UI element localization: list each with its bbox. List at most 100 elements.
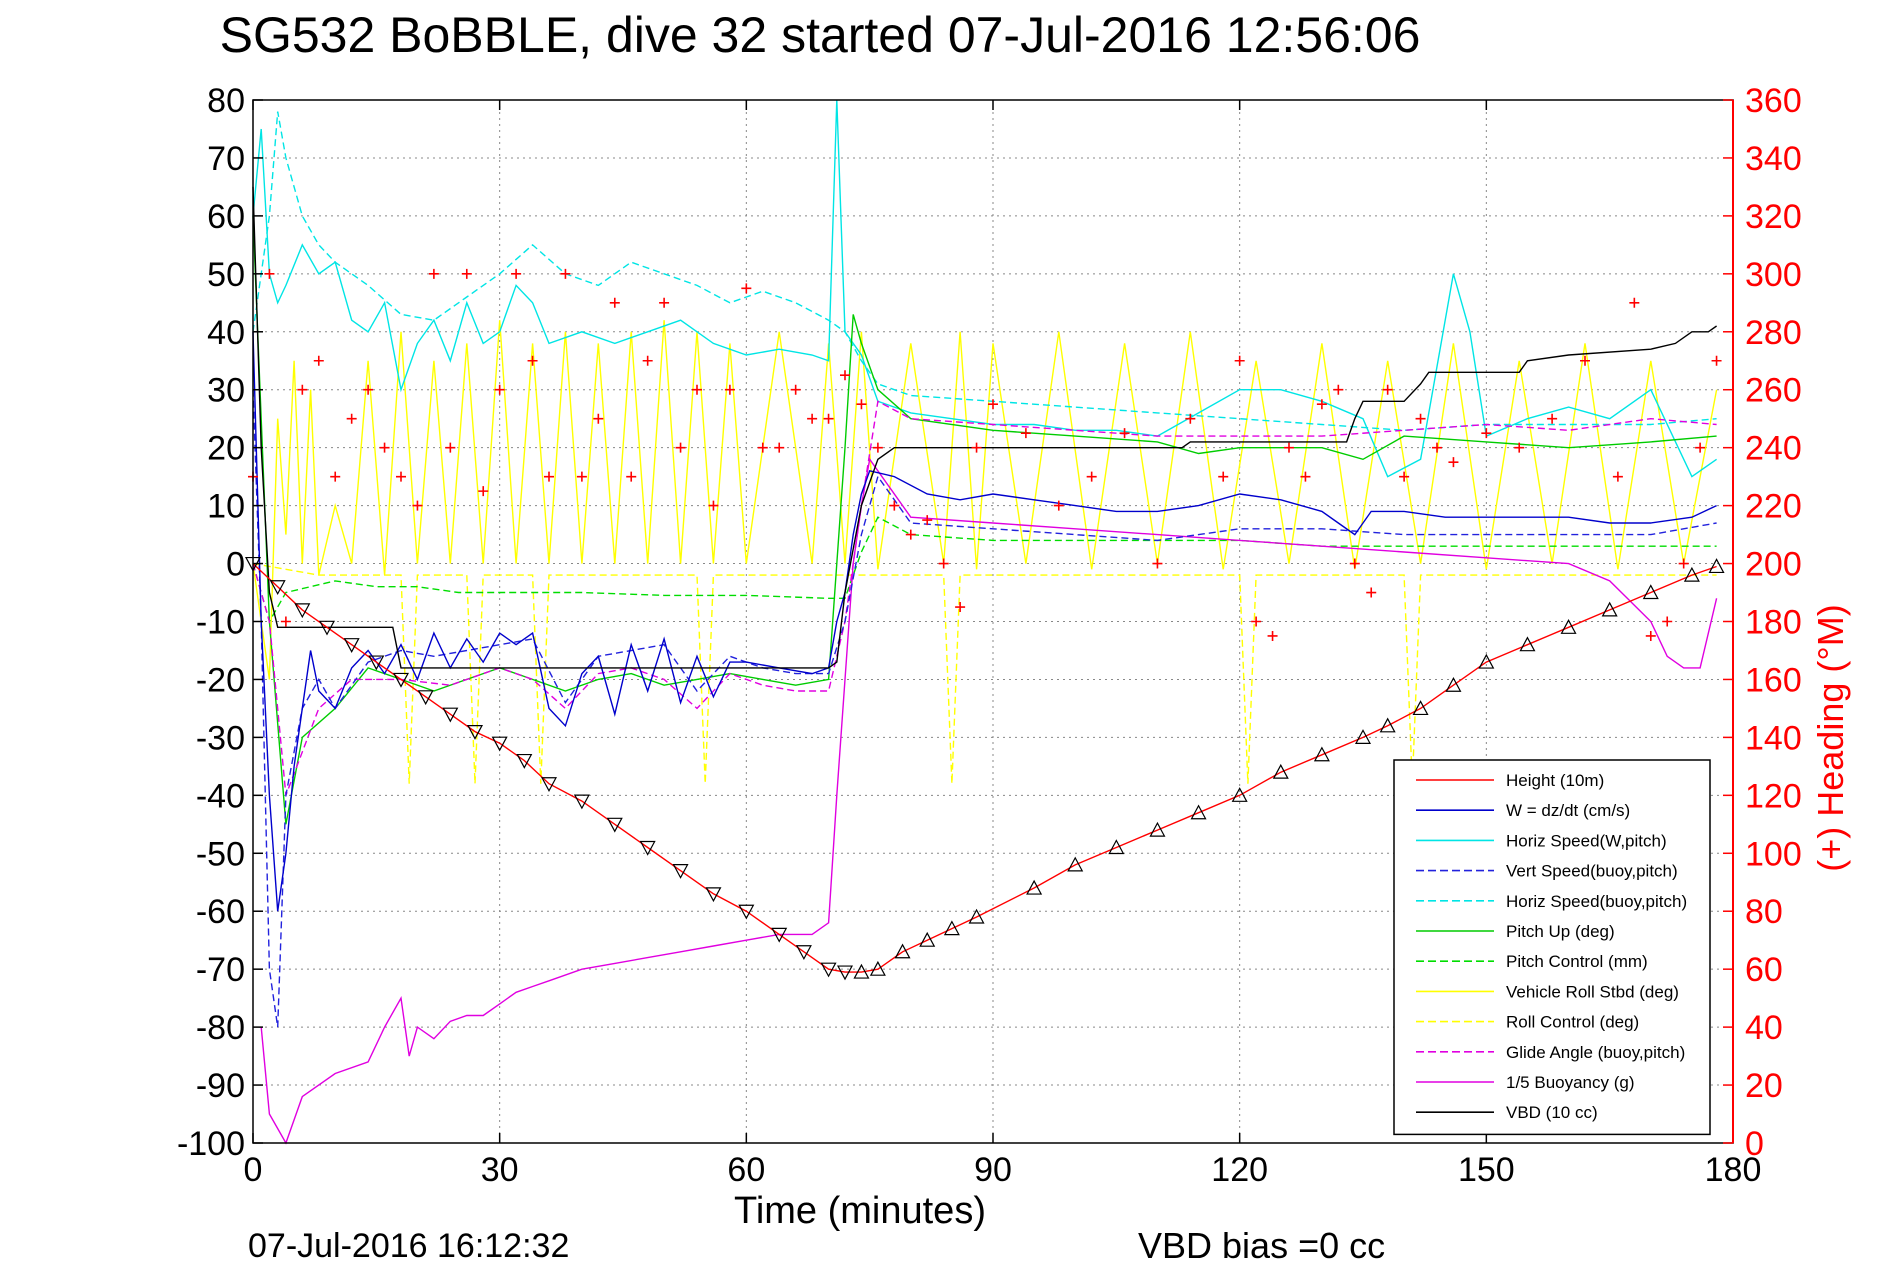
height-marker-18 — [738, 904, 755, 920]
y-tick-label-left-7: 10 — [207, 488, 245, 526]
series-3 — [252, 389, 1717, 1028]
heading-marker-53 — [1234, 355, 1245, 366]
height-marker-20 — [795, 945, 812, 961]
heading-marker-38 — [872, 442, 883, 453]
heading-marker-65 — [1432, 442, 1442, 453]
height-marker-5 — [368, 655, 385, 671]
x-tick-label-0: 0 — [244, 1151, 263, 1189]
height-marker-39 — [1412, 700, 1429, 716]
y-tick-label-left-6: 20 — [207, 430, 245, 468]
heading-marker-49 — [1119, 428, 1130, 439]
heading-marker-56 — [1284, 442, 1294, 453]
y-tick-label-left-11: -30 — [196, 719, 245, 757]
legend-label-3: Vert Speed(buoy,pitch) — [1506, 862, 1678, 881]
y-axis-label-right: (+) Heading (°M) — [1810, 604, 1851, 871]
legend-label-10: 1/5 Buoyancy (g) — [1506, 1073, 1635, 1092]
heading-marker-71 — [1612, 471, 1623, 482]
heading-marker-52 — [1218, 471, 1229, 482]
y-tick-label-left-4: 40 — [207, 314, 245, 352]
heading-marker-62 — [1382, 384, 1393, 395]
y-tick-label-right-9: 180 — [1745, 604, 1802, 642]
heading-marker-46 — [1020, 428, 1031, 439]
y-tick-label-right-3: 300 — [1745, 256, 1802, 294]
x-tick-label-3: 90 — [974, 1151, 1012, 1189]
footer-timestamp: 07-Jul-2016 16:12:32 — [248, 1227, 569, 1262]
heading-marker-67 — [1481, 428, 1492, 439]
heading-marker-30 — [741, 283, 752, 294]
height-marker-31 — [1108, 839, 1125, 855]
heading-marker-21 — [593, 413, 604, 424]
y-tick-label-left-18: -100 — [177, 1125, 245, 1163]
heading-marker-4 — [313, 355, 324, 366]
heading-marker-26 — [675, 442, 686, 453]
series-5 — [252, 215, 1717, 825]
series-10 — [260, 457, 1718, 1145]
height-marker-40 — [1445, 676, 1462, 692]
heading-marker-37 — [856, 399, 867, 410]
y-tick-label-left-0: 80 — [207, 82, 245, 120]
height-marker-38 — [1379, 717, 1396, 733]
legend-label-0: Height (10m) — [1506, 771, 1604, 790]
heading-marker-33 — [790, 384, 801, 395]
legend-label-8: Roll Control (deg) — [1506, 1013, 1639, 1032]
height-marker-26 — [919, 931, 936, 947]
heading-marker-55 — [1267, 630, 1278, 641]
y-tick-label-right-15: 60 — [1745, 951, 1783, 989]
series-2 — [252, 99, 1718, 478]
heading-marker-28 — [708, 500, 719, 511]
legend-label-6: Pitch Control (mm) — [1506, 952, 1648, 971]
heading-marker-10 — [412, 500, 423, 511]
height-marker-21 — [820, 962, 837, 978]
series-1 — [252, 331, 1717, 912]
heading-marker-5 — [330, 471, 341, 482]
heading-marker-20 — [576, 471, 587, 482]
ticks: 0 30 60 90 120 150 18080706050403020100-10-20-… — [177, 82, 1802, 1189]
heading-marker-8 — [379, 442, 390, 453]
heading-marker-68 — [1514, 442, 1525, 453]
height-marker-8 — [442, 707, 459, 723]
heading-marker-19 — [560, 268, 571, 279]
y-tick-label-right-12: 120 — [1745, 777, 1802, 815]
heading-marker-15 — [494, 384, 505, 395]
legend-label-4: Horiz Speed(buoy,pitch) — [1506, 892, 1687, 911]
heading-marker-22 — [609, 297, 620, 308]
heading-marker-45 — [988, 399, 998, 410]
heading-marker-2 — [280, 616, 291, 627]
series-4 — [252, 111, 1717, 432]
y-tick-label-right-1: 340 — [1745, 140, 1802, 178]
legend-label-11: VBD (10 cc) — [1506, 1103, 1598, 1122]
height-marker-16 — [672, 864, 689, 879]
height-marker-44 — [1601, 601, 1618, 617]
height-marker-17 — [705, 887, 722, 903]
heading-marker-7 — [363, 384, 374, 395]
heading-marker-23 — [626, 471, 637, 482]
height-marker-25 — [894, 943, 911, 959]
legend-label-2: Horiz Speed(W,pitch) — [1506, 831, 1667, 850]
height-marker-29 — [1026, 879, 1043, 895]
heading-marker-50 — [1152, 558, 1163, 569]
x-tick-label-6: 180 — [1705, 1151, 1762, 1189]
y-tick-label-left-10: -20 — [196, 661, 245, 699]
heading-marker-13 — [461, 268, 472, 279]
y-tick-label-right-8: 200 — [1745, 546, 1802, 584]
height-marker-37 — [1354, 729, 1372, 744]
x-tick-label-4: 120 — [1211, 1151, 1268, 1189]
heading-marker-69 — [1547, 413, 1558, 424]
heading-marker-11 — [428, 268, 439, 279]
y-tick-label-left-13: -50 — [196, 835, 245, 873]
y-tick-label-right-14: 80 — [1745, 893, 1783, 931]
legend-label-9: Glide Angle (buoy,pitch) — [1506, 1043, 1685, 1062]
height-marker-14 — [606, 817, 623, 833]
y-tick-label-right-2: 320 — [1745, 198, 1802, 236]
heading-marker-47 — [1053, 500, 1064, 511]
heading-marker-41 — [922, 515, 933, 526]
y-tick-label-left-12: -40 — [196, 777, 245, 815]
legend-box — [1393, 759, 1711, 1136]
x-tick-label-5: 150 — [1458, 1151, 1515, 1189]
heading-marker-31 — [757, 442, 768, 453]
heading-marker-77 — [1711, 355, 1722, 366]
heading-marker-73 — [1645, 630, 1656, 641]
height-marker-28 — [968, 908, 985, 924]
heading-marker-44 — [971, 442, 982, 453]
